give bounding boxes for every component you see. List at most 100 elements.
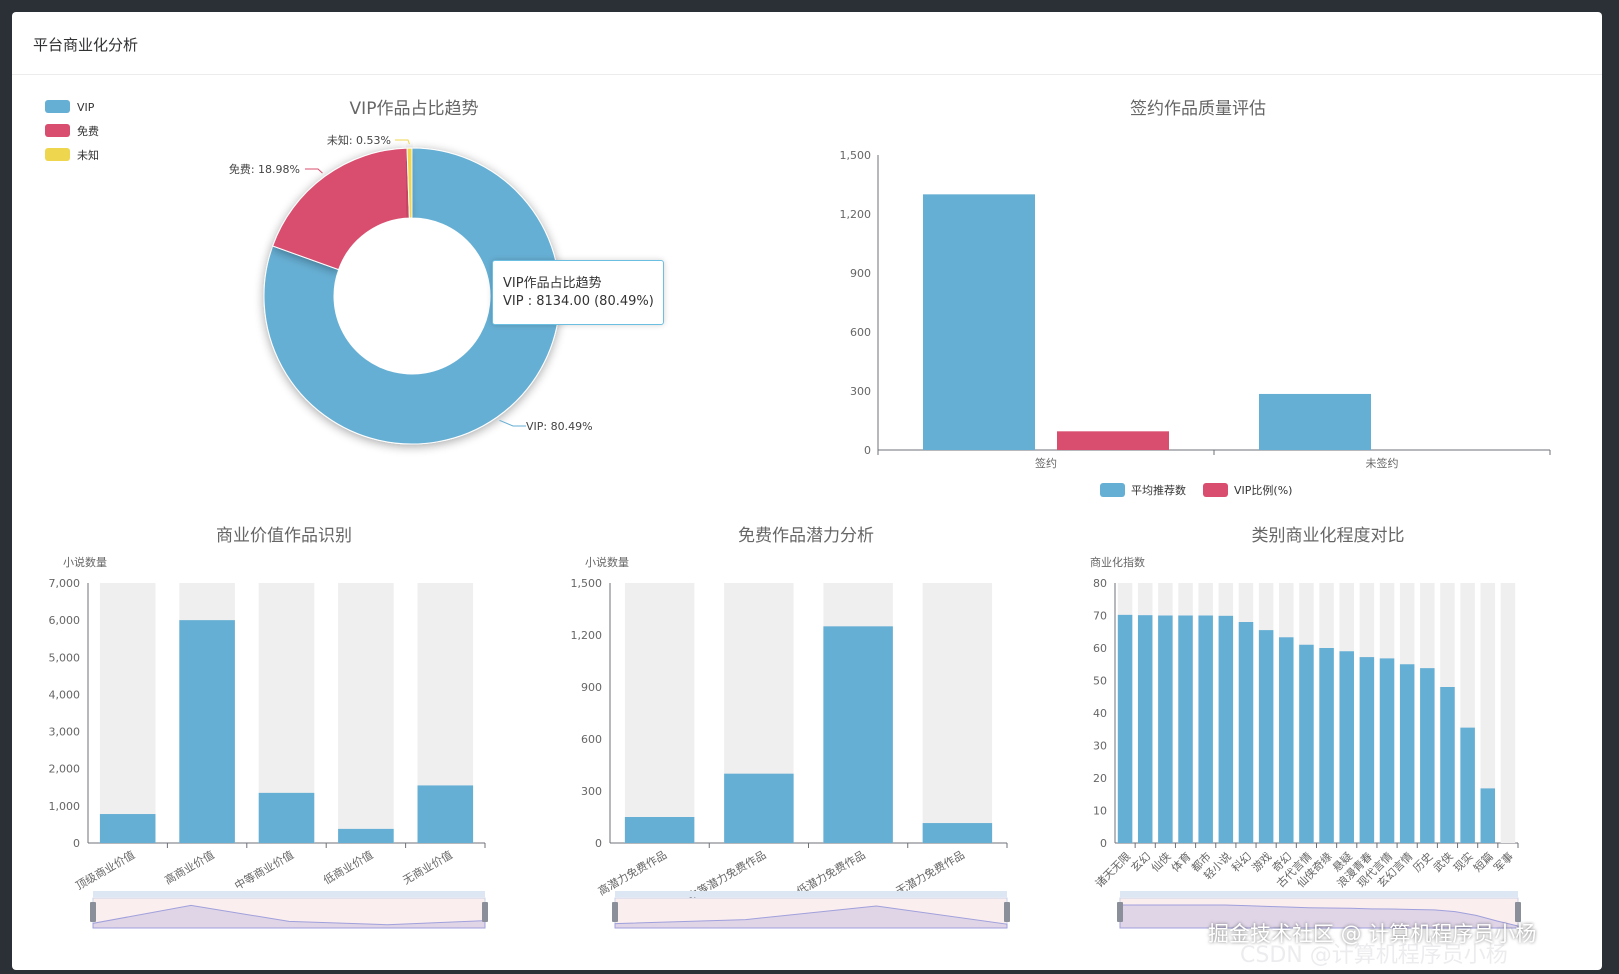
legend-swatch-3	[45, 148, 70, 161]
x-tick-label: 签约	[1035, 456, 1057, 470]
datazoom-top-bar	[1120, 891, 1518, 897]
bar-background	[922, 583, 993, 843]
datazoom-preview	[1119, 904, 1519, 929]
legend-swatch-1	[45, 100, 70, 113]
y-tick-label: 1,200	[840, 208, 872, 221]
x-tick-label: 军事	[1491, 850, 1516, 875]
bar-background	[1500, 583, 1516, 843]
datazoom-left-handle	[1117, 902, 1123, 922]
chart-title: 类别商业化程度对比	[1252, 526, 1405, 546]
x-tick-label: 高商业价值	[162, 847, 217, 887]
bar-VIP比例(%)-签约	[1057, 431, 1169, 450]
panel-header: 平台商业化分析	[12, 12, 1602, 75]
pie-label-line-1	[499, 419, 526, 427]
bar-体育	[1178, 615, 1193, 843]
signing-title: 签约作品质量评估	[1130, 99, 1266, 119]
bar-仙侠奇缘	[1319, 648, 1334, 843]
x-tick-label: 仙侠	[1149, 850, 1174, 875]
y-tick-label: 600	[581, 733, 602, 746]
datazoom-top-bar	[615, 891, 1007, 897]
x-tick-label: 顶级商业价值	[73, 847, 137, 892]
x-tick-label: 现实	[1450, 849, 1475, 874]
pie-label-2: 免费: 18.98%	[229, 162, 300, 176]
bar-低商业价值	[338, 828, 394, 843]
x-tick-label: 低商业价值	[321, 847, 376, 887]
bar-平均推荐数-签约	[923, 194, 1035, 450]
bar-顶级商业价值	[99, 814, 156, 843]
y-tick-label: 60	[1093, 642, 1107, 655]
legend-swatch	[1100, 483, 1125, 497]
legend-label-1: VIP	[77, 101, 95, 114]
y-tick-label: 6,000	[49, 614, 81, 627]
x-tick-label: 历史	[1411, 850, 1436, 875]
tooltip-value: VIP : 8134.00 (80.49%)	[503, 294, 654, 309]
y-tick-label: 900	[850, 267, 871, 280]
y-axis-name: 小说数量	[63, 555, 107, 569]
legend-label-3: 未知	[77, 148, 99, 162]
bar-悬疑	[1339, 651, 1354, 843]
y-tick-label: 0	[595, 837, 602, 850]
y-tick-label: 4,000	[49, 688, 81, 701]
datazoom-preview	[614, 905, 1008, 929]
x-tick-label: 玄幻	[1128, 849, 1153, 874]
y-tick-label: 0	[864, 444, 871, 457]
free-potential-bar-chart: 免费作品潜力分析小说数量03006009001,2001,500高潜力免费作品中…	[571, 526, 1010, 929]
pie-label-line-2	[305, 168, 323, 174]
x-tick-label: 体育	[1168, 849, 1193, 874]
datazoom-preview	[92, 904, 486, 929]
y-tick-label: 600	[850, 326, 871, 339]
y-tick-label: 1,200	[571, 629, 603, 642]
y-tick-label: 300	[581, 785, 602, 798]
tooltip-title: VIP作品占比趋势	[503, 276, 602, 291]
y-tick-label: 1,500	[840, 149, 872, 162]
bar-轻小说	[1218, 615, 1234, 843]
datazoom-right-handle	[1004, 902, 1010, 922]
legend-label: 平均推荐数	[1131, 483, 1186, 497]
datazoom-right-handle	[1515, 902, 1521, 922]
bar-background	[624, 583, 695, 843]
datazoom-left-handle	[612, 902, 618, 922]
y-tick-label: 900	[581, 681, 602, 694]
chart-title: 商业价值作品识别	[216, 526, 352, 546]
bar-低潜力免费作品	[823, 626, 893, 843]
datazoom-right-handle	[482, 902, 488, 922]
bar-平均推荐数-未签约	[1259, 393, 1371, 450]
watermark-text: 掘金技术社区 @ 计算机程序员小杨	[1208, 922, 1537, 946]
bar-现代言情	[1379, 658, 1395, 843]
y-tick-label: 40	[1093, 707, 1107, 720]
bar-都市	[1198, 615, 1213, 843]
datazoom-left-handle	[90, 902, 96, 922]
bar-玄幻	[1137, 615, 1153, 843]
bar-现实	[1460, 727, 1475, 843]
pie-label-1: VIP: 80.49%	[526, 420, 593, 433]
bar-奇幻	[1279, 637, 1294, 843]
bar-background	[1480, 583, 1496, 843]
panel-title: 平台商业化分析	[33, 36, 139, 54]
bar-短篇	[1480, 788, 1496, 843]
x-tick-label: 未签约	[1366, 456, 1399, 470]
y-tick-label: 80	[1093, 577, 1107, 590]
bar-历史	[1420, 668, 1435, 843]
legend-swatch	[1203, 483, 1228, 497]
y-tick-label: 3,000	[49, 726, 81, 739]
bar-诸天无限	[1117, 614, 1133, 843]
x-tick-label: 无商业价值	[400, 847, 455, 887]
pie-title: VIP作品占比趋势	[350, 99, 479, 119]
bar-浪漫青春	[1359, 657, 1375, 843]
y-tick-label: 0	[1100, 837, 1107, 850]
bar-无潜力免费作品	[922, 823, 993, 843]
y-tick-label: 1,500	[571, 577, 603, 590]
y-tick-label: 20	[1093, 772, 1107, 785]
x-tick-label: 低潜力免费作品	[794, 847, 868, 898]
bar-background	[99, 583, 156, 843]
bar-中等商业价值	[258, 792, 315, 843]
y-tick-label: 30	[1093, 740, 1107, 753]
y-tick-label: 10	[1093, 805, 1107, 818]
x-tick-label: 游戏	[1249, 850, 1274, 875]
bar-中等潜力免费作品	[724, 773, 794, 843]
